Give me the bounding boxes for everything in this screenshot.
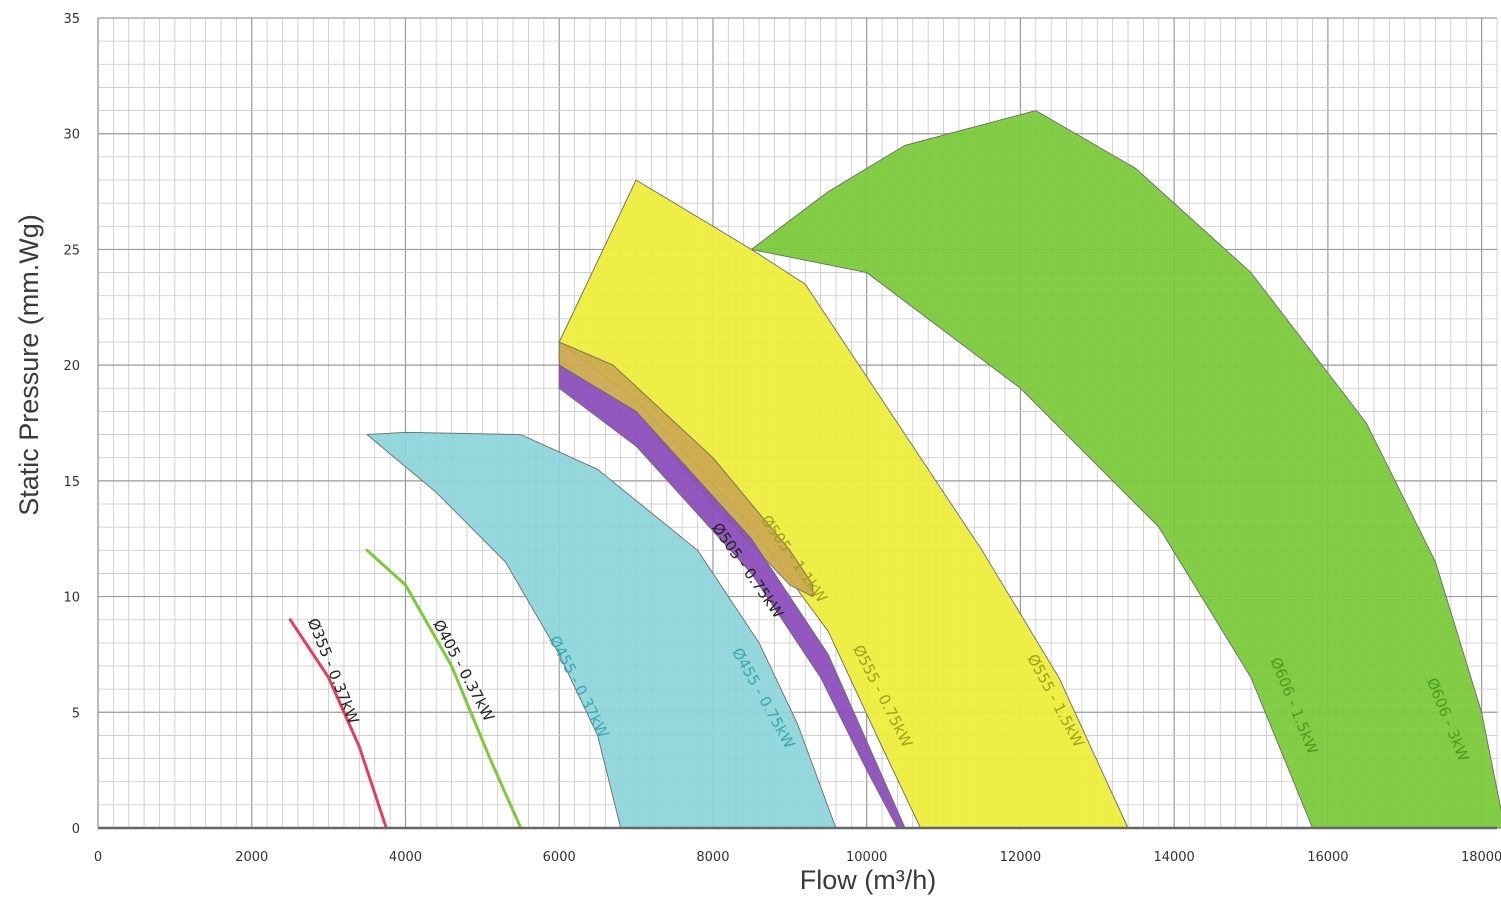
- y-tick-label: 35: [63, 12, 80, 27]
- series-line-6: [288, 618, 388, 830]
- series-line-5: [365, 548, 523, 830]
- y-tick-label: 10: [63, 591, 80, 606]
- y-axis-title: Static Pressure (mm.Wg): [14, 214, 44, 516]
- x-tick-label: 8000: [696, 850, 729, 865]
- series-layer: [288, 110, 1501, 830]
- y-tick-label: 30: [63, 128, 80, 143]
- y-tick-label: 5: [72, 706, 80, 721]
- axes: 0 2000 4000 6000 8000 10000 12000 14000 16000 180…: [63, 12, 1501, 865]
- series-band-4: [366, 431, 837, 829]
- y-tick-label: 0: [72, 822, 80, 837]
- x-tick-label: 10000: [846, 850, 887, 865]
- x-tick-label: 16000: [1307, 850, 1348, 865]
- x-tick-label: 12000: [1000, 850, 1041, 865]
- y-tick-label: 25: [63, 243, 80, 258]
- x-axis-title: Flow (m³/h): [800, 865, 937, 895]
- x-tick-label: 4000: [389, 850, 422, 865]
- y-tick-label: 20: [63, 359, 80, 374]
- x-tick-label: 6000: [543, 850, 576, 865]
- x-tick-label: 2000: [235, 850, 268, 865]
- series-band-0: [750, 110, 1501, 829]
- x-tick-label: 0: [94, 850, 102, 865]
- x-tick-label: 14000: [1153, 850, 1194, 865]
- x-tick-label: 18000: [1461, 850, 1501, 865]
- y-tick-label: 15: [63, 475, 80, 490]
